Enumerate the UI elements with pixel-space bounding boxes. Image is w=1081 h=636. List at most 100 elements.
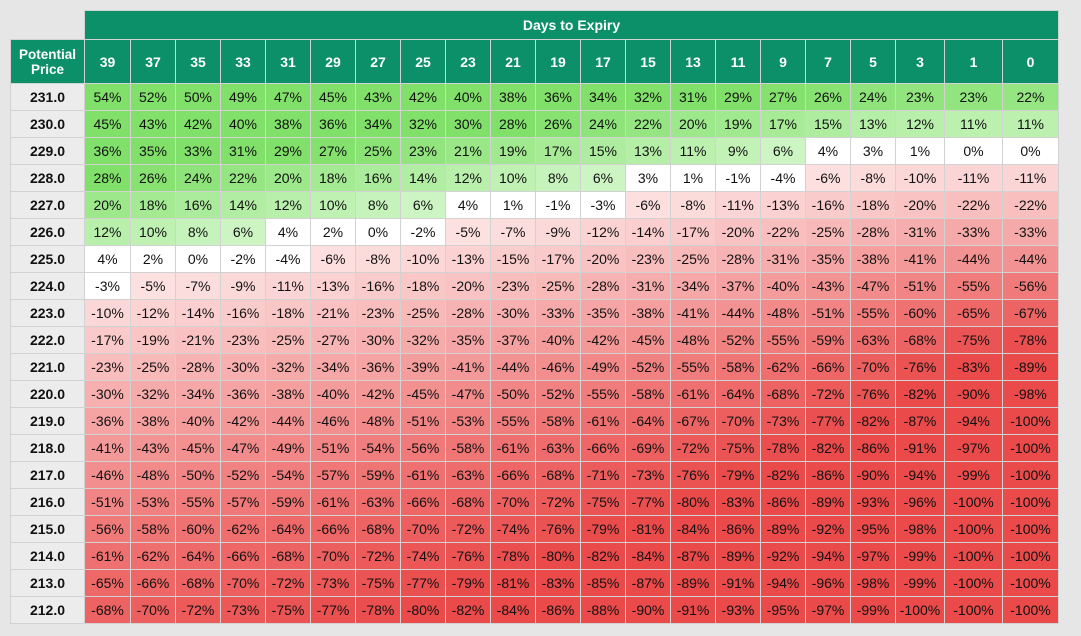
pl-value-cell: -38% (265, 380, 311, 408)
pl-value-cell: -65% (84, 569, 131, 597)
pl-value-cell: -11% (265, 272, 311, 300)
pl-value-cell: -86% (760, 488, 806, 516)
potential-price-cell: 215.0 (10, 515, 85, 543)
day-header-7: 7 (805, 39, 851, 84)
table-row: 223.0 -10% -12% -14% -16% -18% -21% -23% -25% -28… (10, 299, 1059, 327)
pl-value-cell: -30% (355, 326, 401, 354)
pl-value-cell: 23% (895, 83, 945, 111)
pl-value-cell: -86% (535, 596, 581, 624)
pl-value-cell: -98% (895, 515, 945, 543)
pl-value-cell: -66% (805, 353, 851, 381)
pl-value-cell: -61% (490, 434, 536, 462)
pl-value-cell: 31% (220, 137, 266, 165)
header-title-row: Days to Expiry (11, 10, 1059, 40)
pl-value-cell: -52% (535, 380, 581, 408)
table-row: 225.0 4% 2% 0% -2% -4% -6% -8% -10% -13% -15% -17% -… (10, 245, 1059, 273)
pl-value-cell: 23% (400, 137, 446, 165)
day-header-25: 25 (400, 39, 446, 84)
potential-price-cell: 213.0 (10, 569, 85, 597)
pl-value-cell: 24% (175, 164, 221, 192)
pl-value-cell: -58% (535, 407, 581, 435)
pl-value-cell: -12% (580, 218, 626, 246)
pl-value-cell: -98% (1002, 380, 1059, 408)
pl-value-cell: -75% (355, 569, 401, 597)
pl-value-cell: -59% (265, 488, 311, 516)
pl-value-cell: 11% (670, 137, 716, 165)
pl-value-cell: -50% (490, 380, 536, 408)
pl-value-cell: 16% (355, 164, 401, 192)
pl-value-cell: -42% (580, 326, 626, 354)
pl-value-cell: -84% (670, 515, 716, 543)
pl-value-cell: 0% (1002, 137, 1059, 165)
potential-price-cell: 220.0 (10, 380, 85, 408)
pl-value-cell: -30% (84, 380, 131, 408)
pl-value-cell: 33% (175, 137, 221, 165)
pl-value-cell: -58% (625, 380, 671, 408)
pl-value-cell: -82% (850, 407, 896, 435)
pl-value-cell: -10% (84, 299, 131, 327)
pl-value-cell: -77% (310, 596, 356, 624)
pl-value-cell: 38% (265, 110, 311, 138)
pl-value-cell: -34% (310, 353, 356, 381)
pl-value-cell: -68% (535, 461, 581, 489)
pl-value-cell: 18% (130, 191, 176, 219)
pl-value-cell: -62% (130, 542, 176, 570)
pl-value-cell: -6% (625, 191, 671, 219)
potential-price-cell: 227.0 (10, 191, 85, 219)
pl-value-cell: -11% (1002, 164, 1059, 192)
pl-value-cell: -45% (625, 326, 671, 354)
pl-value-cell: -58% (715, 353, 761, 381)
potential-price-cell: 231.0 (10, 83, 85, 111)
potential-price-cell: 221.0 (10, 353, 85, 381)
pl-value-cell: -68% (760, 380, 806, 408)
pl-value-cell: -84% (625, 542, 671, 570)
day-header-35: 35 (175, 39, 221, 84)
pl-value-cell: 45% (84, 110, 131, 138)
pl-value-cell: -86% (850, 434, 896, 462)
table-row: 217.0 -46% -48% -50% -52% -54% -57% -59% -61% -63… (10, 461, 1059, 489)
pl-value-cell: -67% (1002, 299, 1059, 327)
pl-value-cell: -36% (84, 407, 131, 435)
table-row: 224.0 -3% -5% -7% -9% -11% -13% -16% -18% -20% -23… (10, 272, 1059, 300)
pl-value-cell: 20% (84, 191, 131, 219)
pl-value-cell: -44% (265, 407, 311, 435)
pl-value-cell: -71% (580, 461, 626, 489)
pl-value-cell: -75% (580, 488, 626, 516)
pl-value-cell: -96% (805, 569, 851, 597)
pl-value-cell: -22% (1002, 191, 1059, 219)
pl-value-cell: -51% (895, 272, 945, 300)
pl-value-cell: -57% (220, 488, 266, 516)
pl-value-cell: -94% (760, 569, 806, 597)
pl-value-cell: -40% (310, 380, 356, 408)
pl-value-cell: -66% (580, 434, 626, 462)
pl-value-cell: -51% (84, 488, 131, 516)
day-header-0: 0 (1002, 39, 1059, 84)
pl-value-cell: 13% (625, 137, 671, 165)
pl-value-cell: 18% (310, 164, 356, 192)
pl-value-cell: -97% (944, 434, 1003, 462)
pl-value-cell: -34% (175, 380, 221, 408)
pl-value-cell: -21% (310, 299, 356, 327)
pl-value-cell: -95% (760, 596, 806, 624)
pl-value-cell: -72% (355, 542, 401, 570)
potential-price-cell: 224.0 (10, 272, 85, 300)
potential-price-header: Potential Price (10, 39, 85, 84)
pl-value-cell: -31% (895, 218, 945, 246)
pl-value-cell: -8% (850, 164, 896, 192)
pl-value-cell: -22% (760, 218, 806, 246)
pl-value-cell: -10% (895, 164, 945, 192)
pl-value-cell: -77% (400, 569, 446, 597)
pl-value-cell: -44% (490, 353, 536, 381)
table-row: 227.0 20% 18% 16% 14% 12% 10% 8% 6% 4% 1% -1% -3% -6%… (10, 191, 1059, 219)
pl-value-cell: -56% (84, 515, 131, 543)
pl-value-cell: -23% (355, 299, 401, 327)
pl-value-cell: -32% (130, 380, 176, 408)
pl-value-cell: -45% (400, 380, 446, 408)
pl-value-cell: -52% (220, 461, 266, 489)
table-row: 226.0 12% 10% 8% 6% 4% 2% 0% -2% -5% -7% -9% -12% -14… (10, 218, 1059, 246)
pl-value-cell: -56% (400, 434, 446, 462)
pl-value-cell: -7% (175, 272, 221, 300)
pl-value-cell: -89% (760, 515, 806, 543)
pl-value-cell: -93% (850, 488, 896, 516)
pl-value-cell: -90% (944, 380, 1003, 408)
